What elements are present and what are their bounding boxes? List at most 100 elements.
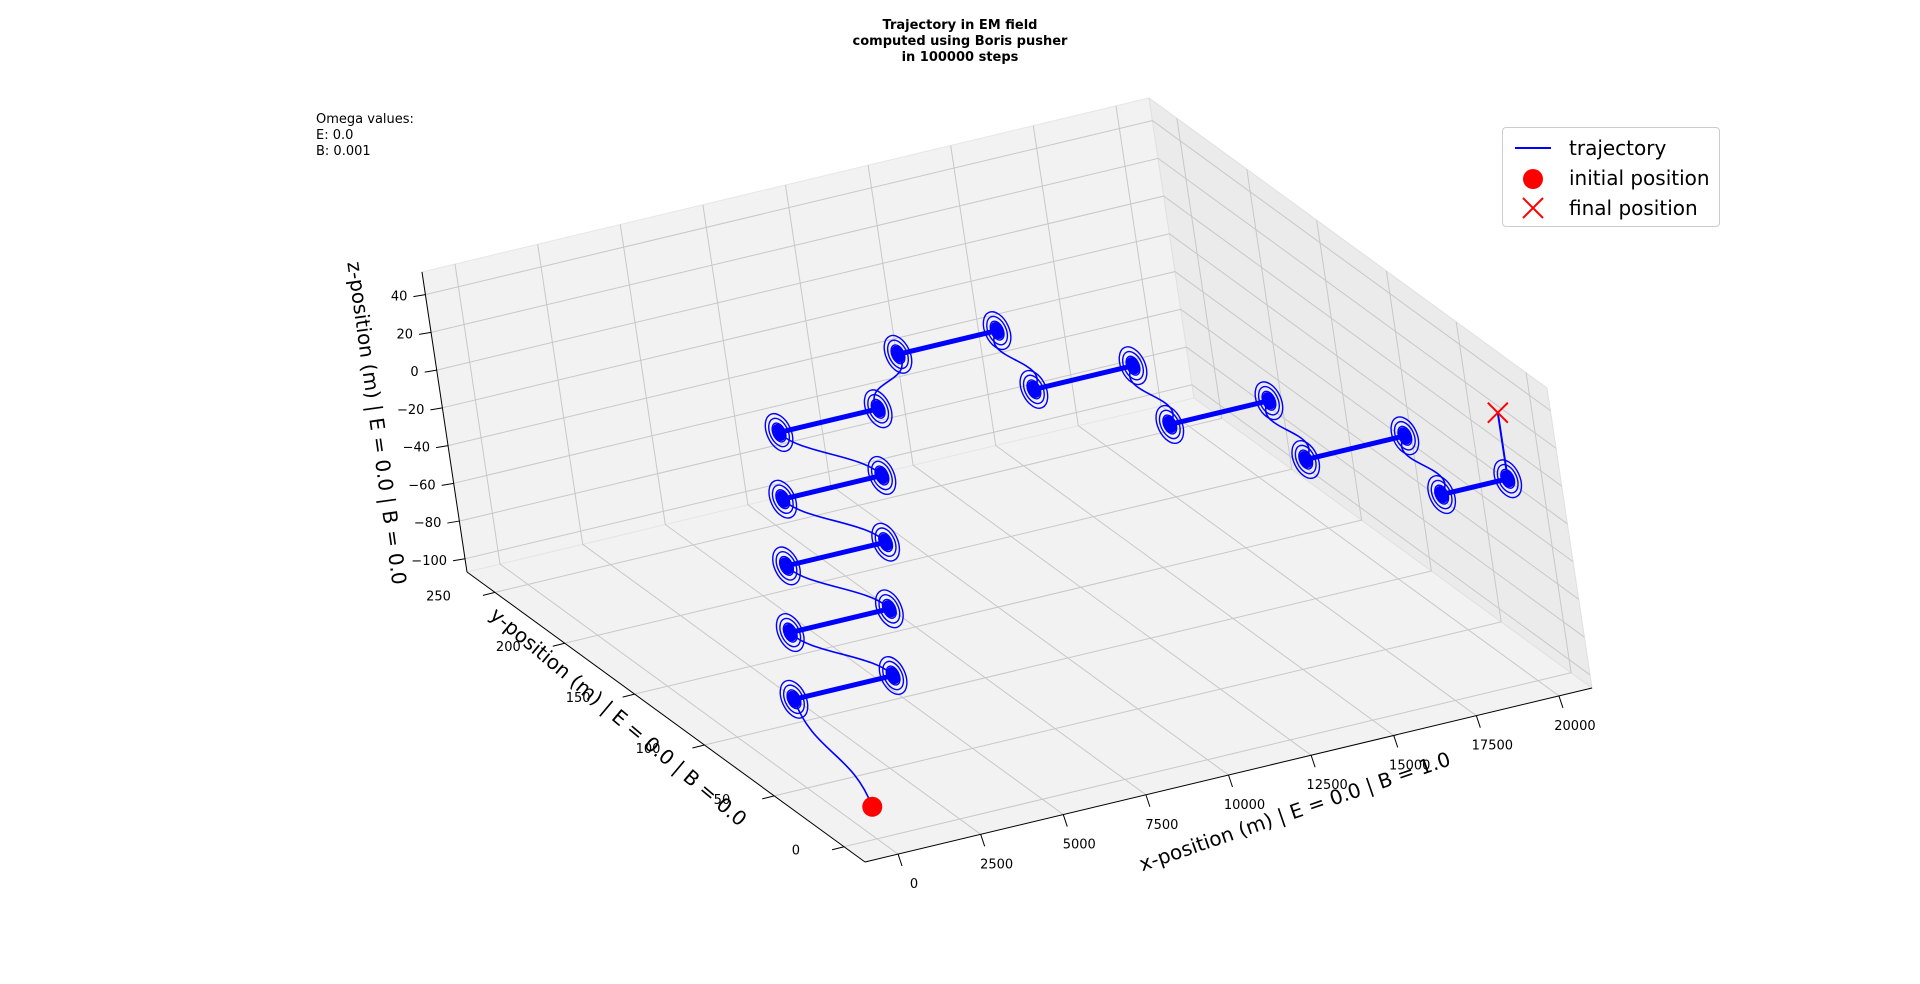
trajectory-link (1265, 400, 1310, 460)
x-tick (1393, 735, 1399, 748)
trajectory-spiral (874, 527, 897, 557)
x-tick (980, 834, 986, 847)
x-tick (1228, 774, 1233, 788)
y-tick (692, 744, 705, 749)
trajectory-spiral (1294, 444, 1317, 475)
z-grid-line (447, 271, 1574, 563)
trajectory-spiral (886, 339, 910, 370)
z-tick-label: 20 (397, 327, 414, 342)
y-grid-line (634, 220, 1363, 695)
trajectory-plateau (782, 473, 883, 502)
red-dot-icon (1523, 169, 1543, 189)
chart-title-line-2: computed using Boris pusher (852, 34, 1068, 49)
final-position-marker (1487, 402, 1509, 424)
trajectory-spiral (771, 484, 794, 515)
trajectory-spiral (1155, 404, 1185, 444)
x-tick-label: 12500 (1306, 778, 1347, 793)
trajectory-spiral-core (1434, 486, 1449, 504)
trajectory-spiral (883, 334, 913, 374)
legend-entry-final-position: final position (1503, 193, 1719, 223)
tick-marks (413, 294, 1564, 867)
trajectory-series (764, 311, 1523, 808)
trajectory-spiral (1019, 369, 1049, 409)
initial-position-marker (862, 796, 883, 817)
y-tick (622, 693, 635, 698)
y-tick-label: 0 (792, 844, 800, 859)
x-tick (1062, 814, 1068, 827)
chart-title-line-1: Trajectory in EM field (882, 18, 1038, 33)
trajectory-spiral (878, 656, 908, 696)
trajectory-spiral (867, 393, 890, 424)
trajectory-spiral (1496, 463, 1519, 494)
trajectory-spiral-core (1163, 415, 1177, 434)
omega-heading: Omega values: (316, 112, 414, 127)
trajectory-spiral (874, 589, 904, 629)
legend-entry-initial-position: initial position (1503, 163, 1719, 193)
trajectory-spiral-core (1027, 380, 1041, 398)
y-tick-label: 200 (496, 640, 521, 655)
line-swatch-icon (1515, 147, 1551, 149)
x-tick-label: 17500 (1472, 739, 1513, 754)
z-tick-label: 40 (391, 290, 408, 305)
trajectory-link (789, 632, 894, 677)
y-tick-label: 50 (714, 793, 731, 808)
z-tick-label: −60 (408, 478, 435, 493)
y-tick (762, 795, 775, 800)
trajectory-spiral-core (783, 624, 797, 642)
x-grid-line (619, 224, 1064, 815)
trajectory-spiral (768, 417, 791, 448)
trajectory-link (1400, 435, 1446, 496)
x-grid-line (702, 204, 1147, 796)
trajectory-link (782, 498, 887, 543)
x-tick (1145, 794, 1151, 807)
legend-label: final position (1569, 196, 1698, 220)
red-x-icon (1522, 197, 1544, 219)
trajectory-plateau (789, 606, 890, 636)
trajectory-spiral (871, 522, 901, 562)
x-grid-line (867, 165, 1312, 756)
x-grid-line (454, 264, 899, 855)
trajectory-spiral (779, 679, 809, 719)
z-tick (430, 407, 443, 411)
y-grid-line (564, 169, 1293, 644)
trajectory-spiral (772, 546, 801, 586)
trajectory-spiral (782, 684, 806, 715)
trajectory-spiral-core (779, 557, 794, 575)
x-tick (1475, 715, 1481, 728)
y-tick (831, 846, 845, 851)
trajectory-link (785, 565, 890, 610)
z-tick (441, 482, 454, 486)
trajectory-spiral (764, 412, 794, 453)
z-tick (447, 520, 460, 524)
trajectory-link (793, 698, 874, 808)
trajectory-spiral-core (1299, 450, 1313, 469)
x-tick-label: 0 (910, 877, 918, 892)
x-grid-line (785, 184, 1229, 776)
omega-annotation: Omega values: E: 0.0 B: 0.001 (316, 112, 414, 160)
x-tick (1558, 695, 1564, 709)
z-tick-label: −100 (411, 554, 447, 569)
z-tick (452, 558, 466, 562)
x-tick-label: 2500 (980, 857, 1013, 872)
tick-labels: 0250050007500100001250015000175002000005… (391, 290, 1596, 892)
trajectory-spiral-core (776, 490, 790, 508)
trajectory-spiral (768, 479, 798, 519)
z-tick (424, 369, 437, 373)
z-grid-line (436, 195, 1562, 487)
z-tick-label: −80 (414, 516, 441, 531)
trajectory-spiral (870, 460, 893, 491)
y-grid-line (704, 270, 1432, 746)
trajectory-link (993, 330, 1038, 390)
axes-panes (421, 96, 1594, 863)
trajectory-spiral (1393, 420, 1416, 451)
y-grid-line (774, 321, 1502, 797)
x-tick-label: 15000 (1389, 758, 1430, 773)
trajectory-spiral-core (772, 423, 786, 442)
trajectory-spiral (878, 594, 901, 624)
trajectory-spiral (1118, 346, 1148, 386)
x-grid-line (537, 244, 981, 835)
y-tick-label: 100 (636, 742, 661, 757)
legend: trajectory initial position final positi… (1502, 127, 1720, 227)
z-grid-line (430, 157, 1557, 449)
